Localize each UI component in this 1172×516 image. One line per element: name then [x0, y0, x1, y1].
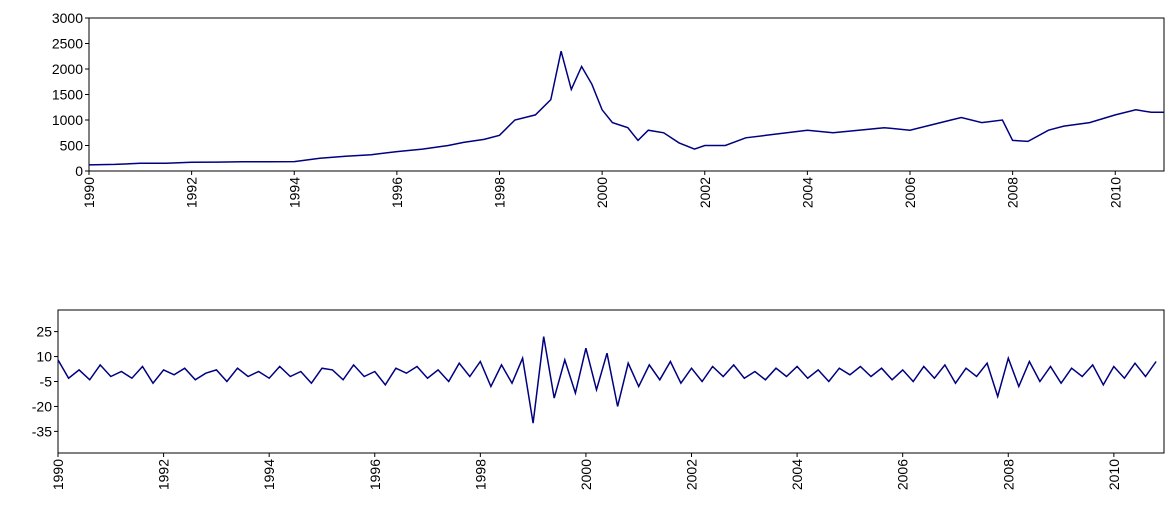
data-line [57, 336, 1157, 424]
x-tick-label: 1998 [472, 459, 488, 490]
x-tick-label: 1996 [389, 177, 405, 208]
y-tick-label: 0 [75, 163, 83, 179]
x-tick-label: 2006 [902, 177, 918, 208]
y-tick-label: 25 [36, 324, 52, 340]
y-tick-label: 500 [60, 138, 84, 154]
y-tick-label: -5 [40, 374, 53, 390]
x-tick-label: 2008 [1000, 459, 1016, 490]
y-tick-label: 2000 [52, 61, 83, 77]
x-tick-label: 2002 [684, 459, 700, 490]
x-tick-label: 1994 [286, 177, 302, 208]
x-tick-label: 2000 [594, 177, 610, 208]
plot-frame [88, 17, 1165, 172]
x-tick-label: 2000 [578, 459, 594, 490]
x-tick-label: 2010 [1107, 177, 1123, 208]
y-tick-label: 3000 [52, 10, 83, 26]
y-tick-label: -20 [32, 398, 52, 414]
x-tick-label: 2006 [895, 459, 911, 490]
x-tick-label: 2008 [1005, 177, 1021, 208]
y-tick-label: 1500 [52, 87, 83, 103]
x-tick-label: 2004 [789, 459, 805, 490]
x-tick-label: 1998 [492, 177, 508, 208]
y-tick-label: 2500 [52, 36, 83, 52]
y-tick-label: 1000 [52, 112, 83, 128]
x-tick-label: 1996 [367, 459, 383, 490]
x-tick-label: 2010 [1106, 459, 1122, 490]
plot-frame [57, 309, 1165, 454]
data-line [88, 51, 1164, 166]
x-tick-label: 1992 [156, 459, 172, 490]
x-tick-label: 2002 [697, 177, 713, 208]
x-tick-label: 2004 [799, 177, 815, 208]
x-tick-label: 1990 [50, 459, 66, 490]
x-tick-label: 1990 [81, 177, 97, 208]
y-tick-label: 10 [36, 349, 52, 365]
x-tick-label: 1992 [184, 177, 200, 208]
x-tick-label: 1994 [261, 459, 277, 490]
y-tick-label: -35 [32, 423, 52, 439]
